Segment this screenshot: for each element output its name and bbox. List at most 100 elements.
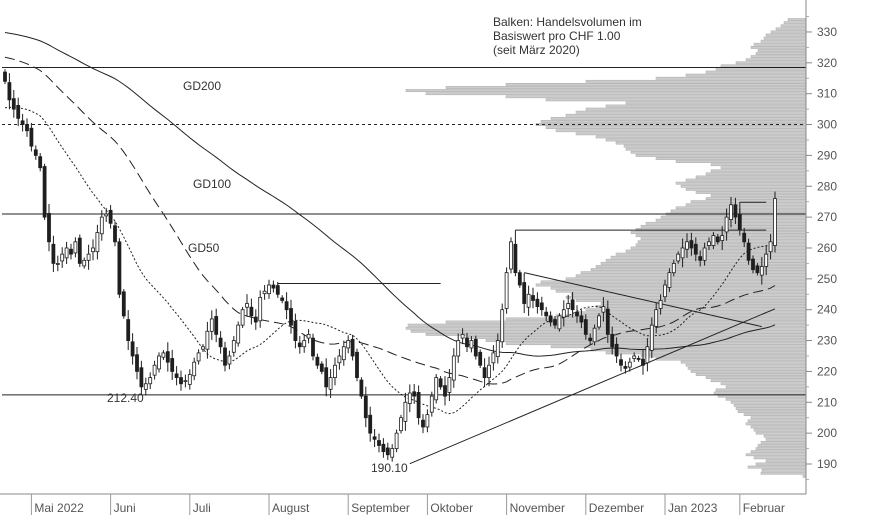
low-label-190: 190.10	[371, 461, 408, 475]
candle-body	[689, 240, 694, 249]
volume-bar	[680, 184, 807, 188]
candle-body	[495, 340, 500, 358]
candle-body	[588, 337, 593, 341]
candle-body	[539, 302, 544, 311]
candle-body	[693, 243, 698, 255]
x-month-label: Juni	[114, 501, 136, 515]
candle-body	[51, 243, 56, 264]
candle-body	[425, 414, 430, 428]
candle-body	[421, 419, 425, 428]
candle-body	[319, 363, 324, 372]
volume-bar	[505, 342, 807, 346]
candle-body	[271, 284, 276, 289]
volume-bar	[720, 166, 807, 170]
candle-body	[619, 359, 623, 366]
volume-bar	[630, 231, 807, 234]
volume-bar	[605, 104, 807, 108]
volume-bar	[745, 422, 807, 426]
volume-bar	[545, 98, 807, 102]
candle-body	[328, 377, 333, 390]
annotations: Balken: Handelsvolumen im Basiswert pro …	[107, 15, 642, 475]
volume-bar	[690, 370, 807, 373]
candle-body	[566, 303, 571, 309]
candle-body	[671, 263, 676, 274]
candle-body	[438, 378, 443, 388]
volume-bar	[753, 42, 807, 46]
volume-bar	[750, 45, 807, 49]
candle-body	[649, 324, 654, 351]
candle-body	[416, 392, 421, 419]
candle-body	[143, 383, 148, 390]
candle-body	[60, 253, 65, 262]
candle-body	[531, 295, 535, 301]
candle-body	[311, 337, 315, 357]
candle-body	[658, 300, 663, 309]
volume-bar	[655, 157, 807, 160]
candle-body	[605, 308, 610, 335]
volume-bar	[757, 444, 807, 447]
candle-body	[337, 355, 342, 364]
trendline	[409, 308, 776, 465]
volume-bar	[715, 67, 807, 71]
candle-body	[201, 346, 205, 350]
volume-bar	[750, 425, 807, 429]
candle-body	[733, 204, 738, 218]
volume-bar	[750, 416, 807, 420]
note-line-2: Basiswert pro CHF 1.00	[493, 29, 621, 43]
candle-body	[25, 124, 29, 132]
candle-body	[636, 358, 641, 360]
candle-body	[91, 247, 95, 253]
y-tick-label: 330	[817, 25, 837, 39]
candle-body	[73, 241, 78, 254]
candle-body	[315, 356, 320, 366]
volume-bar	[595, 305, 807, 309]
volume-bar	[670, 209, 807, 213]
y-tick-label: 200	[817, 426, 837, 440]
candle-body	[500, 309, 505, 343]
candle-body	[610, 333, 615, 348]
volume-bar	[750, 450, 807, 454]
gd50-line	[4, 106, 776, 415]
gd200-label: GD200	[183, 79, 221, 93]
candle-body	[209, 318, 214, 332]
candle-body	[399, 417, 403, 432]
candle-body	[526, 293, 531, 308]
candle-body	[258, 296, 263, 322]
volume-bar	[720, 382, 807, 386]
volume-bar	[685, 178, 807, 182]
volume-bar	[465, 336, 807, 339]
volume-bar	[630, 150, 807, 154]
candle-body	[711, 235, 716, 246]
volume-bar	[590, 348, 807, 352]
y-tick-label: 210	[817, 395, 837, 409]
candle-body	[126, 319, 131, 341]
volume-bar	[675, 181, 807, 185]
volume-bar	[705, 172, 807, 176]
volume-bar	[755, 52, 807, 55]
volume-bar	[575, 299, 807, 302]
candle-body	[412, 391, 417, 397]
volume-bar	[555, 129, 807, 133]
volume-bar	[595, 265, 807, 268]
volume-bar	[780, 24, 807, 28]
volume-bar	[761, 468, 807, 472]
candle-body	[33, 149, 38, 156]
candle-body	[165, 351, 170, 363]
candle-body	[3, 71, 7, 82]
candle-body	[196, 352, 201, 362]
candle-body	[702, 247, 707, 261]
y-tick-label: 220	[817, 364, 837, 378]
horizontal-levels	[2, 66, 806, 396]
volume-bar	[575, 274, 807, 278]
candle-body	[223, 347, 227, 366]
candle-body	[95, 232, 100, 253]
candle-body	[645, 346, 650, 364]
candle-body	[434, 377, 439, 401]
candle-body	[231, 340, 236, 353]
candle-body	[253, 316, 258, 323]
volume-bar	[590, 268, 807, 271]
candle-body	[214, 316, 219, 335]
candle-body	[641, 358, 645, 366]
volume-bar	[625, 147, 807, 151]
y-tick-label: 240	[817, 303, 837, 317]
